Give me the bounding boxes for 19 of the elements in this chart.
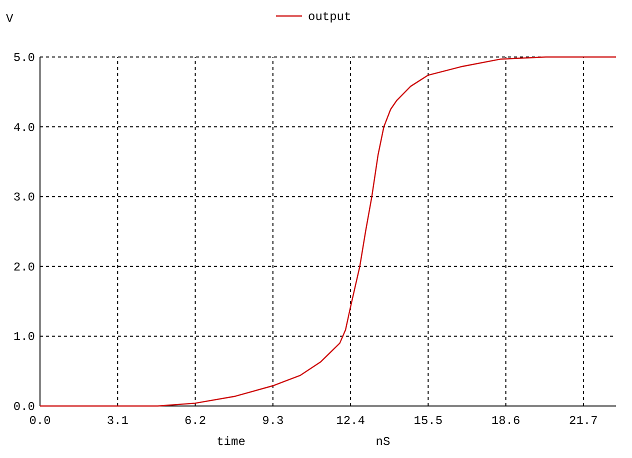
y-tick-label: 5.0	[13, 51, 35, 65]
legend-label: output	[308, 10, 352, 24]
x-axis-title: time	[216, 435, 246, 449]
x-tick-label: 3.1	[106, 414, 128, 428]
text: nS	[376, 435, 390, 449]
y-tick-label: 2.0	[13, 260, 35, 274]
line-series	[39, 56, 617, 407]
x-tick-label: 9.3	[262, 414, 284, 428]
y-tick-label: 0.0	[13, 400, 35, 414]
x-tick-label: 15.5	[414, 414, 443, 428]
y-tick-label: 1.0	[13, 330, 35, 344]
x-tick-label: 21.7	[569, 414, 598, 428]
y-tick-label: 4.0	[13, 120, 35, 135]
x-tick-label: 0.0	[29, 414, 51, 428]
x-tick-label: 12.4	[336, 414, 365, 428]
x-tick-label: 6.2	[184, 414, 206, 428]
x-tick-label: 18.6	[491, 414, 520, 428]
y-tick-label: 3.0	[13, 190, 35, 205]
y-axis-title: V	[6, 12, 14, 26]
